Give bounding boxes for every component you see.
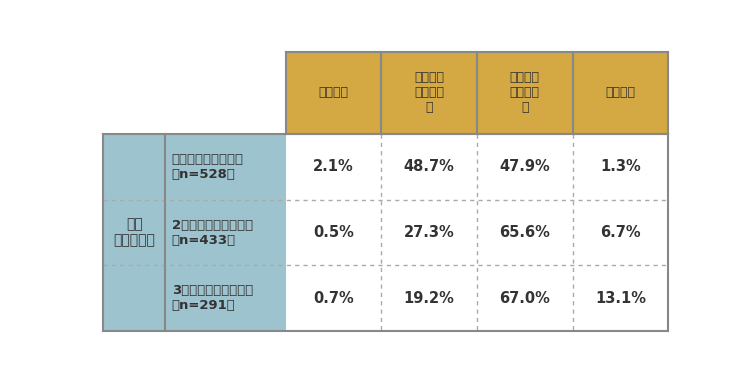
Bar bbox=[381, 134, 477, 200]
Text: 学生時代: 学生時代 bbox=[319, 86, 349, 99]
Text: 27.3%: 27.3% bbox=[404, 225, 455, 240]
Text: 6.7%: 6.7% bbox=[600, 225, 641, 240]
Text: 最初に入会した学会
（n=528）: 最初に入会した学会 （n=528） bbox=[172, 153, 244, 181]
Text: それ以降: それ以降 bbox=[605, 86, 636, 99]
Text: 1.3%: 1.3% bbox=[600, 160, 641, 174]
Text: 初期（前
期）研修
中: 初期（前 期）研修 中 bbox=[414, 71, 444, 114]
Text: 3番目に入会した学会
（n=291）: 3番目に入会した学会 （n=291） bbox=[172, 284, 253, 312]
Bar bbox=[381, 265, 477, 331]
Text: 19.2%: 19.2% bbox=[404, 291, 455, 306]
Text: 67.0%: 67.0% bbox=[499, 291, 550, 306]
Bar bbox=[285, 52, 669, 134]
Bar bbox=[573, 265, 669, 331]
Bar bbox=[285, 134, 381, 200]
Bar bbox=[477, 134, 573, 200]
Text: 2番目に入会した学会
（n=433）: 2番目に入会した学会 （n=433） bbox=[172, 219, 253, 247]
Bar bbox=[477, 200, 573, 265]
Text: 0.5%: 0.5% bbox=[313, 225, 354, 240]
Text: 47.9%: 47.9% bbox=[499, 160, 550, 174]
Text: 専門（後
期）研修
中: 専門（後 期）研修 中 bbox=[510, 71, 540, 114]
Bar bbox=[573, 200, 669, 265]
Text: 入会
タイミング: 入会 タイミング bbox=[114, 218, 155, 248]
Bar bbox=[573, 134, 669, 200]
Text: 13.1%: 13.1% bbox=[595, 291, 646, 306]
Bar bbox=[381, 200, 477, 265]
Text: 65.6%: 65.6% bbox=[499, 225, 550, 240]
Bar bbox=[285, 265, 381, 331]
Text: 48.7%: 48.7% bbox=[404, 160, 455, 174]
Text: 2.1%: 2.1% bbox=[313, 160, 354, 174]
Bar bbox=[285, 200, 381, 265]
Text: 0.7%: 0.7% bbox=[313, 291, 354, 306]
Bar bbox=[477, 265, 573, 331]
Bar bbox=[103, 134, 285, 331]
